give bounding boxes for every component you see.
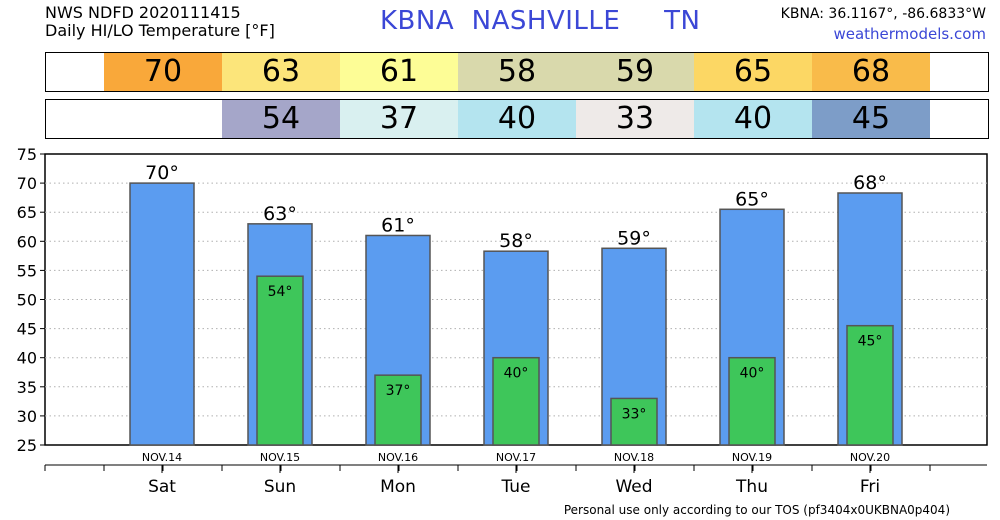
high-temp-label: 70° bbox=[145, 162, 179, 184]
low-temp-row: 54 37 40 33 40 45 bbox=[45, 99, 989, 139]
date-label: NOV.19 bbox=[732, 451, 772, 464]
low-temp-bar bbox=[492, 356, 540, 446]
site-link[interactable]: weathermodels.com bbox=[833, 25, 986, 43]
low-temp-label: 40° bbox=[504, 366, 529, 382]
station-coords: KBNA: 36.1167°, -86.6833°W bbox=[780, 6, 986, 22]
date-label: NOV.20 bbox=[850, 451, 890, 464]
y-tick-label: 60 bbox=[17, 232, 37, 251]
date-label: NOV.18 bbox=[614, 451, 654, 464]
header-left: NWS NDFD 2020111415 Daily HI/LO Temperat… bbox=[45, 4, 275, 40]
high-temp-label: 61° bbox=[381, 214, 415, 236]
low-temp-label: 37° bbox=[386, 383, 411, 399]
low-temp-cell: 37 bbox=[340, 100, 458, 138]
low-temp-bar bbox=[610, 397, 658, 446]
high-temp-cell: 70 bbox=[104, 53, 222, 91]
high-temp-cell: 58 bbox=[458, 53, 576, 91]
low-temp-cell: 40 bbox=[694, 100, 812, 138]
day-label: Sat bbox=[148, 477, 176, 497]
high-temp-cell: 63 bbox=[222, 53, 340, 91]
y-tick-label: 65 bbox=[17, 203, 37, 222]
low-temp-cell: 33 bbox=[576, 100, 694, 138]
model-run-label: NWS NDFD 2020111415 bbox=[45, 3, 241, 22]
y-tick-label: 30 bbox=[17, 407, 37, 426]
y-tick-label: 25 bbox=[17, 436, 37, 455]
high-temp-cell: 61 bbox=[340, 53, 458, 91]
high-temp-row: 70 63 61 58 59 65 68 bbox=[45, 52, 989, 92]
day-label: Fri bbox=[860, 477, 880, 497]
date-label: NOV.17 bbox=[496, 451, 536, 464]
day-label: Mon bbox=[380, 477, 416, 497]
station-title: KBNA NASHVILLE TN bbox=[380, 6, 701, 36]
footer-note: Personal use only according to our TOS (… bbox=[563, 503, 950, 517]
y-tick-label: 40 bbox=[17, 349, 37, 368]
high-temp-label: 65° bbox=[735, 188, 769, 210]
low-temp-cell bbox=[104, 100, 222, 138]
day-label: Tue bbox=[500, 477, 530, 497]
low-temp-bar bbox=[846, 324, 894, 446]
high-temp-cell: 59 bbox=[576, 53, 694, 91]
y-tick-label: 45 bbox=[17, 320, 37, 339]
y-tick-label: 75 bbox=[17, 145, 37, 164]
high-temp-label: 63° bbox=[263, 203, 297, 225]
high-temp-bar bbox=[129, 182, 195, 446]
low-temp-label: 45° bbox=[858, 334, 883, 350]
high-temp-cell: 65 bbox=[694, 53, 812, 91]
high-temp-cell: 68 bbox=[812, 53, 930, 91]
low-temp-cell: 45 bbox=[812, 100, 930, 138]
day-label: Sun bbox=[264, 477, 296, 497]
date-label: NOV.16 bbox=[378, 451, 418, 464]
low-temp-label: 54° bbox=[268, 284, 293, 300]
header-right: KBNA: 36.1167°, -86.6833°W weathermodels… bbox=[781, 4, 986, 44]
low-temp-cell: 40 bbox=[458, 100, 576, 138]
y-tick-label: 70 bbox=[17, 174, 37, 193]
low-temp-label: 33° bbox=[622, 406, 647, 422]
y-tick-label: 55 bbox=[17, 261, 37, 280]
product-label: Daily HI/LO Temperature [°F] bbox=[45, 21, 275, 40]
low-temp-bar bbox=[256, 275, 304, 446]
low-temp-cell: 54 bbox=[222, 100, 340, 138]
day-label: Thu bbox=[735, 477, 768, 497]
high-temp-label: 59° bbox=[617, 227, 651, 249]
high-temp-label: 68° bbox=[853, 172, 887, 194]
low-temp-label: 40° bbox=[740, 366, 765, 382]
day-label: Wed bbox=[615, 477, 652, 497]
date-label: NOV.14 bbox=[142, 451, 182, 464]
high-temp-label: 58° bbox=[499, 230, 533, 252]
low-temp-bar bbox=[728, 356, 776, 446]
date-label: NOV.15 bbox=[260, 451, 300, 464]
y-tick-label: 50 bbox=[17, 291, 37, 310]
y-tick-label: 35 bbox=[17, 378, 37, 397]
low-temp-bar bbox=[374, 374, 422, 446]
